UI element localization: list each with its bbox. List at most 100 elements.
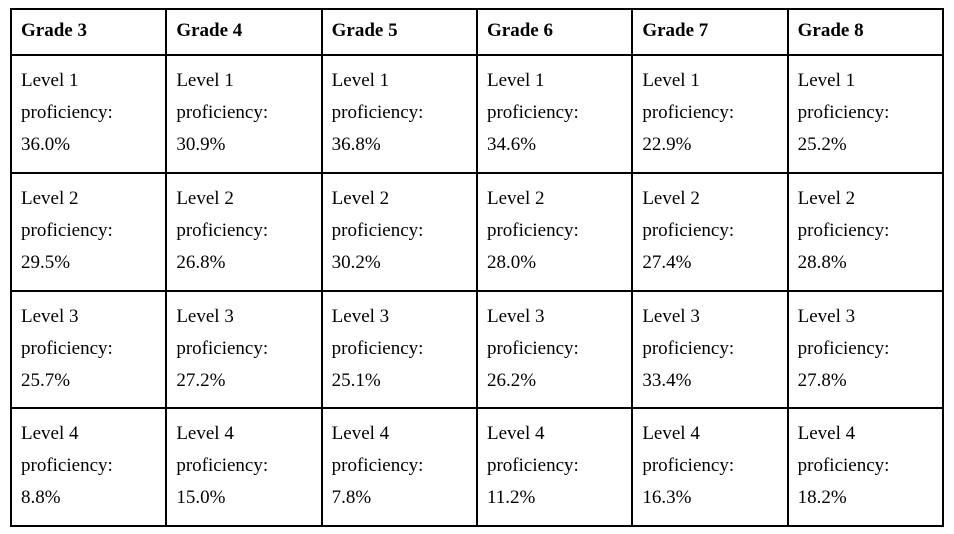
level-label: Level 2 xyxy=(331,187,390,209)
proficiency-label: proficiency: xyxy=(486,102,579,123)
level-label: Level 1 xyxy=(486,70,545,91)
level-label: Level 2 xyxy=(176,187,234,209)
proficiency-value: 36.8% xyxy=(331,134,381,155)
proficiency-value: 33.4% xyxy=(642,369,692,391)
proficiency-value: 25.7% xyxy=(21,369,71,391)
table-cell: Level 4 proficiency: 16.3% xyxy=(631,407,789,527)
proficiency-value: 25.2% xyxy=(797,134,847,155)
proficiency-label: proficiency: xyxy=(797,455,890,477)
table-cell: Level 1 proficiency: 36.8% xyxy=(320,54,478,174)
level-label: Level 3 xyxy=(642,305,700,327)
table-row-level-4: Level 4 proficiency: 8.8% Level 4 profic… xyxy=(9,407,945,527)
proficiency-label: proficiency: xyxy=(21,337,113,359)
proficiency-value: 27.4% xyxy=(642,251,692,273)
table-cell: Level 3 proficiency: 25.7% xyxy=(9,289,168,410)
proficiency-value: 29.5% xyxy=(21,251,71,273)
proficiency-label: proficiency: xyxy=(642,455,735,477)
proficiency-value: 16.3% xyxy=(642,487,692,509)
column-header-grade-8: Grade 8 xyxy=(786,8,945,56)
proficiency-label: proficiency: xyxy=(331,337,424,359)
proficiency-label: proficiency: xyxy=(176,219,269,241)
proficiency-label: proficiency: xyxy=(21,219,113,241)
proficiency-label: proficiency: xyxy=(642,102,735,123)
proficiency-value: 30.9% xyxy=(176,134,226,155)
level-label: Level 3 xyxy=(797,305,856,327)
column-header-grade-3: Grade 3 xyxy=(9,8,168,56)
proficiency-value: 36.0% xyxy=(21,134,71,155)
proficiency-label: proficiency: xyxy=(21,102,113,123)
level-label: Level 3 xyxy=(176,305,234,327)
table-cell: Level 4 proficiency: 18.2% xyxy=(786,407,945,527)
proficiency-value: 27.2% xyxy=(176,369,226,391)
proficiency-label: proficiency: xyxy=(797,219,890,241)
table-cell: Level 1 proficiency: 30.9% xyxy=(165,54,323,174)
level-label: Level 1 xyxy=(21,70,79,91)
table-header-row: Grade 3 Grade 4 Grade 5 Grade 6 Grade 7 … xyxy=(9,8,945,56)
table-cell: Level 4 proficiency: 8.8% xyxy=(9,407,168,527)
table-cell: Level 3 proficiency: 33.4% xyxy=(631,289,789,410)
proficiency-label: proficiency: xyxy=(176,102,269,123)
proficiency-value: 28.8% xyxy=(797,251,847,273)
level-label: Level 4 xyxy=(486,423,545,445)
level-label: Level 2 xyxy=(21,187,79,209)
proficiency-value: 18.2% xyxy=(797,487,847,509)
level-label: Level 1 xyxy=(797,70,856,91)
level-label: Level 4 xyxy=(21,423,79,445)
proficiency-label: proficiency: xyxy=(176,337,269,359)
proficiency-table: Grade 3 Grade 4 Grade 5 Grade 6 Grade 7 … xyxy=(9,8,945,527)
proficiency-value: 26.2% xyxy=(486,369,537,391)
table-cell: Level 2 proficiency: 26.8% xyxy=(165,171,323,292)
table-cell: Level 2 proficiency: 30.2% xyxy=(320,171,478,292)
proficiency-value: 7.8% xyxy=(331,487,372,509)
level-label: Level 3 xyxy=(486,305,545,327)
level-label: Level 1 xyxy=(331,70,390,91)
proficiency-value: 30.2% xyxy=(331,251,381,273)
table-cell: Level 1 proficiency: 25.2% xyxy=(786,54,945,174)
table-cell: Level 2 proficiency: 29.5% xyxy=(9,171,168,292)
proficiency-value: 15.0% xyxy=(176,487,226,509)
proficiency-value: 22.9% xyxy=(642,134,692,155)
proficiency-value: 11.2% xyxy=(486,487,536,509)
level-label: Level 4 xyxy=(176,423,234,445)
column-header-grade-5: Grade 5 xyxy=(320,8,478,56)
column-header-grade-6: Grade 6 xyxy=(475,8,634,56)
proficiency-value: 27.8% xyxy=(797,369,847,391)
proficiency-value: 28.0% xyxy=(486,251,537,273)
proficiency-value: 25.1% xyxy=(331,369,381,391)
level-label: Level 4 xyxy=(797,423,856,445)
proficiency-label: proficiency: xyxy=(486,337,579,359)
level-label: Level 1 xyxy=(642,70,700,91)
level-label: Level 3 xyxy=(21,305,79,327)
proficiency-label: proficiency: xyxy=(642,337,735,359)
table-cell: Level 4 proficiency: 7.8% xyxy=(320,407,478,527)
proficiency-label: proficiency: xyxy=(331,219,424,241)
level-label: Level 4 xyxy=(331,423,390,445)
table-row-level-2: Level 2 proficiency: 29.5% Level 2 profi… xyxy=(9,171,945,292)
table-row-level-3: Level 3 proficiency: 25.7% Level 3 profi… xyxy=(9,289,945,410)
proficiency-label: proficiency: xyxy=(486,219,579,241)
table-cell: Level 3 proficiency: 27.8% xyxy=(786,289,945,410)
table-cell: Level 2 proficiency: 28.0% xyxy=(475,171,634,292)
level-label: Level 4 xyxy=(642,423,700,445)
table-cell: Level 1 proficiency: 36.0% xyxy=(9,54,168,174)
proficiency-label: proficiency: xyxy=(486,455,579,477)
table-row-level-1: Level 1 proficiency: 36.0% Level 1 profi… xyxy=(9,54,945,174)
table-cell: Level 3 proficiency: 25.1% xyxy=(320,289,478,410)
level-label: Level 3 xyxy=(331,305,390,327)
table-cell: Level 3 proficiency: 27.2% xyxy=(165,289,323,410)
table-cell: Level 4 proficiency: 15.0% xyxy=(165,407,323,527)
proficiency-label: proficiency: xyxy=(21,455,113,477)
proficiency-label: proficiency: xyxy=(797,102,890,123)
level-label: Level 2 xyxy=(797,187,856,209)
level-label: Level 1 xyxy=(176,70,234,91)
level-label: Level 2 xyxy=(486,187,545,209)
table-cell: Level 1 proficiency: 22.9% xyxy=(631,54,789,174)
proficiency-value: 34.6% xyxy=(486,134,537,155)
proficiency-value: 26.8% xyxy=(176,251,226,273)
proficiency-label: proficiency: xyxy=(642,219,735,241)
table-cell: Level 4 proficiency: 11.2% xyxy=(475,407,634,527)
proficiency-label: proficiency: xyxy=(331,455,424,477)
proficiency-table-container: Grade 3 Grade 4 Grade 5 Grade 6 Grade 7 … xyxy=(9,8,945,527)
level-label: Level 2 xyxy=(642,187,700,209)
proficiency-label: proficiency: xyxy=(176,455,269,477)
